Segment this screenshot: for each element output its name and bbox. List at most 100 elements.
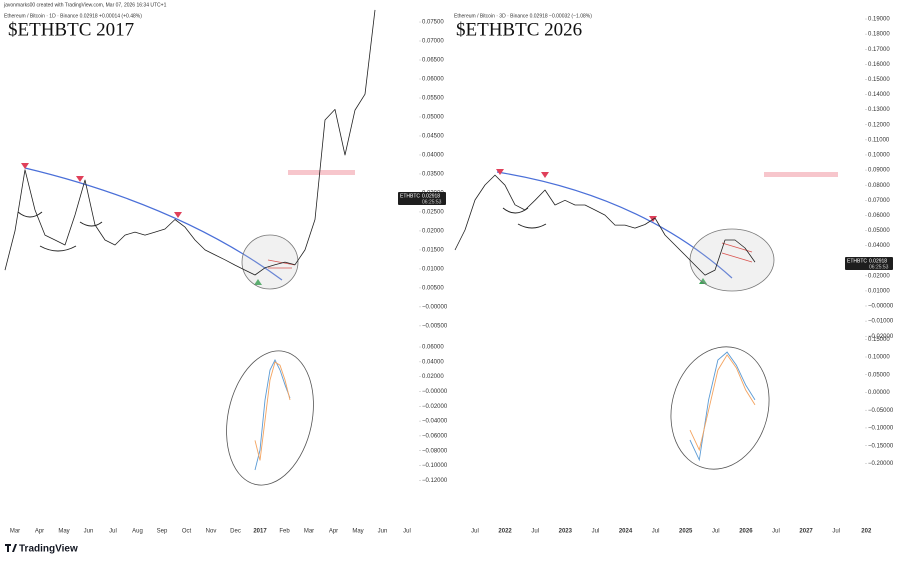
price-tag [845, 257, 893, 270]
y-tick-label: 0.18000 [868, 32, 890, 38]
indicator-line [254, 358, 291, 471]
indicator-line [254, 361, 291, 461]
price-tag-countdown: 06:25:53 [422, 199, 442, 205]
y-tick-label: −0.00000 [422, 304, 448, 310]
x-tick-label: 2025 [679, 529, 693, 535]
y-tick-label: 0.15000 [868, 77, 890, 83]
indicator-line [689, 351, 756, 462]
y-tick-label: −0.02000 [422, 404, 448, 410]
y-tick-label: 0.02500 [422, 210, 444, 216]
y-tick-label: 0.17000 [868, 47, 890, 53]
x-tick-label: 2026 [739, 529, 753, 535]
y-tick-label: 0.05500 [422, 96, 444, 102]
y-tick-label: 0.13000 [868, 107, 890, 113]
top-marker [76, 176, 84, 182]
x-tick-label: Jul [712, 529, 720, 535]
y-tick-label: 0.11000 [868, 137, 890, 143]
x-tick-label: Jun [84, 529, 94, 535]
x-tick-label: Jul [592, 529, 600, 535]
chart-title: $ETHBTC 2017 [8, 19, 134, 40]
price-tag-countdown: 06:25:53 [869, 264, 889, 270]
y-tick-label: 0.00500 [422, 285, 444, 291]
y-tick-label: −0.00000 [422, 389, 448, 395]
trend-line [24, 167, 283, 281]
y-tick-label: 0.04500 [422, 134, 444, 140]
y-tick-label: −0.10000 [868, 426, 894, 432]
y-tick-label: −0.08000 [422, 448, 448, 454]
x-tick-label: Jul [652, 529, 660, 535]
y-tick-label: −0.12000 [422, 478, 448, 484]
y-tick-label: −0.02000 [868, 334, 894, 340]
y-tick-label: 0.01500 [422, 247, 444, 253]
y-tick-label: 0.10000 [868, 153, 890, 159]
x-tick-label: Jul [403, 529, 411, 535]
indicator-ellipse [670, 346, 770, 470]
indicator-line [689, 354, 756, 452]
y-tick-label: −0.15000 [868, 443, 894, 449]
chart-subtitle: Ethereum / Bitcoin · 3D · Binance 0.0291… [454, 13, 592, 19]
channel [267, 259, 296, 269]
x-tick-label: Nov [206, 529, 217, 535]
y-tick-label: −0.01000 [868, 319, 894, 325]
x-tick-label: Oct [182, 529, 192, 535]
author-line: javonmarks00 created with TradingView.co… [3, 2, 167, 8]
y-tick-label: −0.00000 [868, 304, 894, 310]
x-tick-label: Jun [378, 529, 388, 535]
y-tick-label: 0.04000 [422, 359, 444, 365]
y-tick-label: 0.01000 [868, 288, 890, 294]
base-arc [517, 223, 547, 229]
y-tick-label: −0.05000 [868, 408, 894, 414]
y-tick-label: 0.00000 [868, 390, 890, 396]
x-tick-label: Jul [109, 529, 117, 535]
indicator-ellipse [226, 350, 314, 486]
x-tick-label: 2023 [559, 529, 573, 535]
y-tick-label: 0.07000 [868, 198, 890, 204]
top-marker [496, 169, 504, 175]
x-tick-label: Jul [832, 529, 840, 535]
top-marker [21, 163, 29, 169]
x-tick-label: Jul [471, 529, 479, 535]
x-tick-label: May [58, 529, 69, 535]
y-tick-label: −0.06000 [422, 434, 448, 440]
trend-line [496, 171, 733, 279]
chart-title: $ETHBTC 2026 [456, 19, 582, 40]
x-tick-label: Apr [35, 529, 44, 535]
base-arc [39, 245, 77, 252]
y-tick-label: 0.02000 [422, 374, 444, 380]
x-tick-label: Feb [279, 529, 290, 535]
y-tick-label: −0.04000 [422, 419, 448, 425]
y-tick-label: 0.05000 [422, 115, 444, 121]
y-tick-label: 0.05000 [868, 228, 890, 234]
y-tick-label: 0.07000 [422, 39, 444, 45]
price-plot [4, 9, 376, 276]
x-tick-label: Apr [329, 529, 338, 535]
price-tag-symbol: ETHBTC [847, 258, 867, 264]
x-tick-label: Jul [531, 529, 539, 535]
y-tick-label: 0.04000 [868, 243, 890, 249]
price-tag-price: 0.02918 [869, 258, 887, 264]
y-tick-label: 0.03500 [422, 172, 444, 178]
y-tick-label: 0.06500 [422, 58, 444, 64]
x-tick-label: Sep [157, 529, 168, 535]
x-tick-label: 2024 [619, 529, 633, 535]
x-tick-label: 2027 [799, 529, 813, 535]
x-tick-label: Jul [772, 529, 780, 535]
y-tick-label: 0.05000 [868, 372, 890, 378]
y-tick-label: 0.15000 [868, 337, 890, 343]
bottom-marker [254, 279, 262, 285]
y-tick-label: 0.06000 [868, 213, 890, 219]
x-tick-label: May [352, 529, 363, 535]
y-tick-label: 0.19000 [868, 17, 890, 23]
x-tick-label: Mar [10, 529, 20, 535]
x-tick-label: 202 [861, 529, 872, 535]
y-tick-label: 0.02000 [422, 229, 444, 235]
y-tick-label: 0.04000 [422, 153, 444, 159]
base-arc [79, 221, 103, 227]
price-plot [454, 174, 756, 276]
y-tick-label: 0.10000 [868, 355, 890, 361]
y-tick-label: −0.20000 [868, 461, 894, 467]
x-tick-label: Mar [304, 529, 314, 535]
top-marker [541, 172, 549, 178]
y-tick-label: 0.01000 [422, 266, 444, 272]
